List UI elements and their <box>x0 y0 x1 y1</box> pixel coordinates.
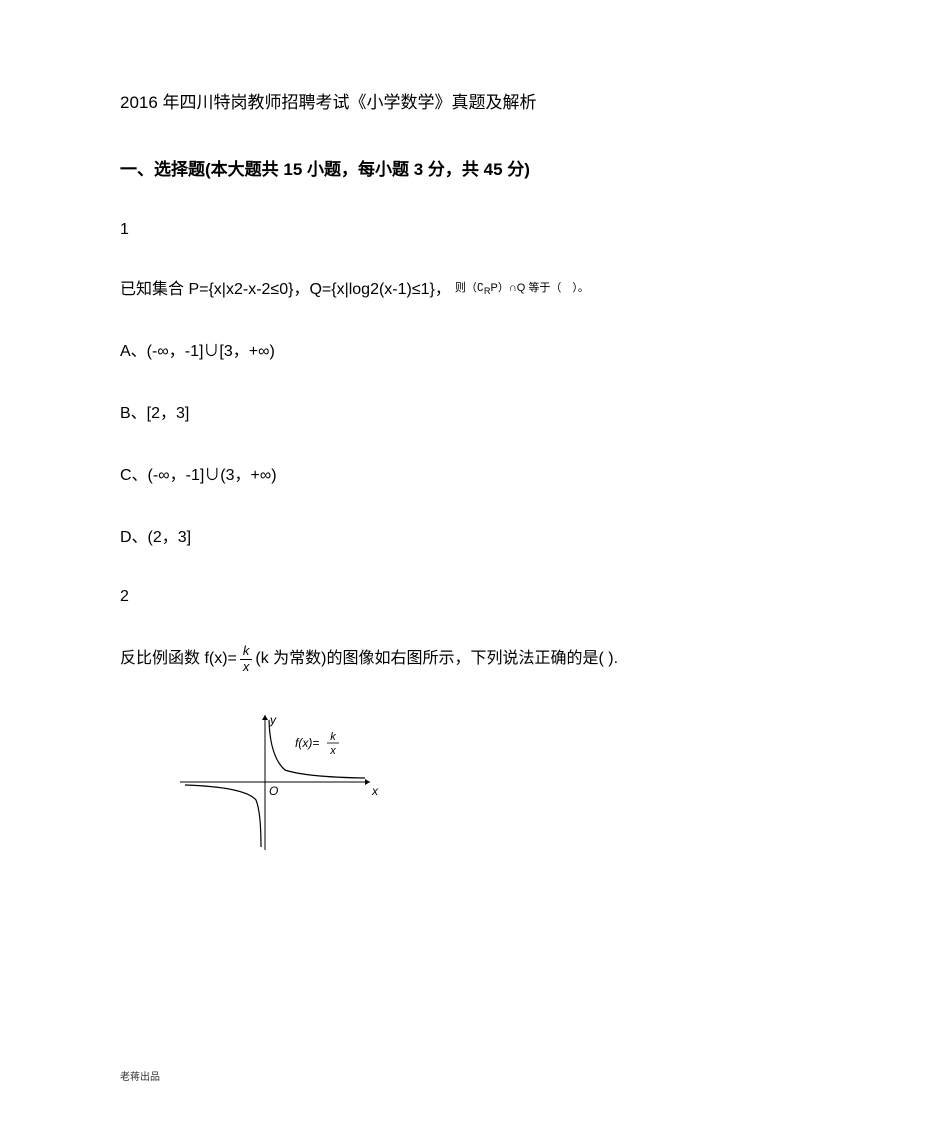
q1-option-d: D、(2，3] <box>120 526 825 550</box>
graph-container: x y O f(x)= k x <box>170 712 825 857</box>
q1-tail-sub: R <box>484 286 491 296</box>
svg-text:f(x)=: f(x)= <box>295 736 319 750</box>
q1-tail-a: 则（∁ <box>455 282 484 294</box>
section-header: 一、选择题(本大题共 15 小题，每小题 3 分，共 45 分) <box>120 156 825 183</box>
q1-text-part2: 则（∁RP）∩Q 等于（ ）。 <box>455 280 589 299</box>
q1-text-part1: 已知集合 P={x|x2-x-2≤0}，Q={x|log2(x-1)≤1}， <box>120 277 451 303</box>
q1-option-a: A、(-∞，-1]∪[3，+∞) <box>120 340 825 364</box>
question-1-number: 1 <box>120 221 825 239</box>
question-1-text: 已知集合 P={x|x2-x-2≤0}，Q={x|log2(x-1)≤1}， 则… <box>120 277 825 303</box>
svg-text:k: k <box>330 731 336 743</box>
document-title: 2016 年四川特岗教师招聘考试《小学数学》真题及解析 <box>120 90 825 116</box>
x-axis-arrow-icon <box>365 779 370 785</box>
curve-q3 <box>185 785 261 847</box>
q2-text-part2: (k 为常数)的图像如右图所示，下列说法正确的是( ). <box>255 646 618 672</box>
origin-label: O <box>269 784 278 798</box>
function-label: f(x)= k x <box>295 731 339 757</box>
q2-frac-den: x <box>240 660 253 674</box>
q2-frac-num: k <box>240 644 253 659</box>
q1-option-c: C、(-∞，-1]∪(3，+∞) <box>120 464 825 488</box>
svg-text:x: x <box>329 745 336 757</box>
q2-text-part1: 反比例函数 f(x)= <box>120 646 237 672</box>
reciprocal-function-graph: x y O f(x)= k x <box>170 712 390 852</box>
question-2-text: 反比例函数 f(x)= k x (k 为常数)的图像如右图所示，下列说法正确的是… <box>120 644 825 674</box>
q1-tail-b: P）∩Q 等于（ ）。 <box>491 282 589 294</box>
x-axis-label: x <box>371 784 379 798</box>
q1-option-b: B、[2，3] <box>120 402 825 426</box>
y-axis-label: y <box>269 713 277 727</box>
question-2-number: 2 <box>120 588 825 606</box>
page-footer: 老蒋出品 <box>120 1068 160 1083</box>
y-axis-arrow-icon <box>262 715 268 720</box>
q2-fraction: k x <box>240 644 253 674</box>
